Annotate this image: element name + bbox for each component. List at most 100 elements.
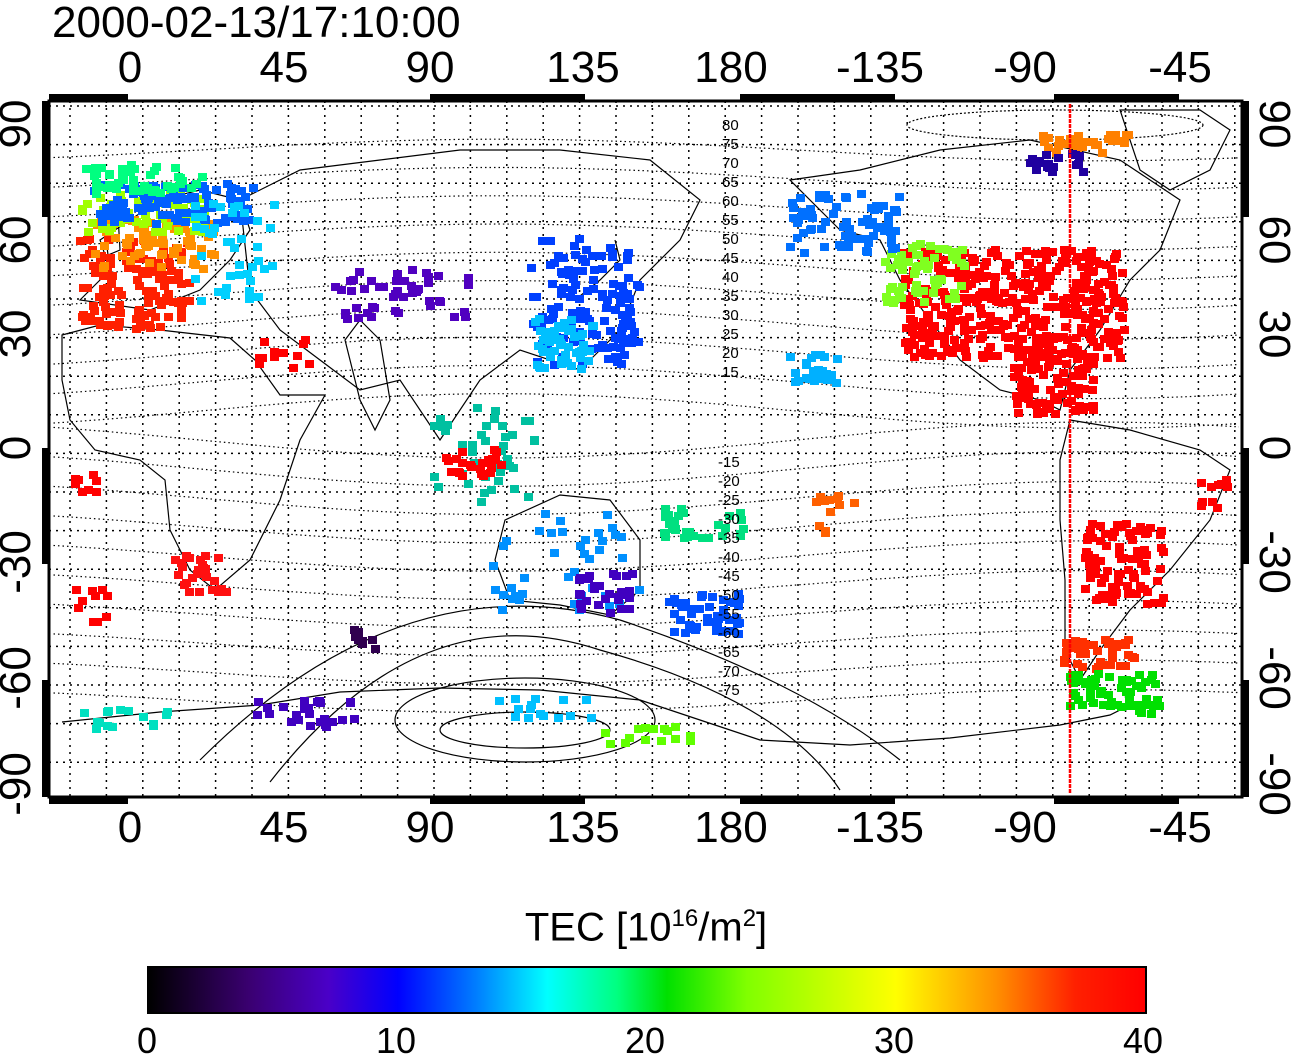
tec-cell: [536, 710, 545, 718]
tec-cell: [1024, 282, 1033, 290]
tec-cell: [78, 488, 87, 496]
tec-cell: [170, 201, 179, 209]
tec-cell: [1083, 357, 1092, 365]
tec-cell: [676, 616, 685, 624]
tec-cell: [1041, 316, 1050, 324]
tec-cell: [821, 218, 830, 226]
tec-cell: [1137, 560, 1146, 568]
contour-label: -25: [718, 492, 740, 509]
tec-cell: [1156, 565, 1165, 573]
tec-cell: [1030, 385, 1039, 393]
tec-cell: [511, 713, 520, 721]
tec-cell: [897, 294, 906, 302]
tec-cell: [102, 204, 111, 212]
tec-cell: [1110, 299, 1119, 307]
tec-cell: [1027, 366, 1036, 374]
tec-cell: [197, 245, 206, 253]
tec-cell: [604, 355, 613, 363]
lon-tick-top: 135: [546, 43, 620, 92]
tec-cell: [903, 300, 912, 308]
tec-cell: [1032, 336, 1041, 344]
tec-cell: [320, 715, 329, 723]
tec-cell: [103, 592, 112, 600]
tec-cell: [931, 332, 940, 340]
tec-cell: [1014, 409, 1023, 417]
tec-cell: [524, 493, 533, 501]
tec-cell: [270, 201, 279, 209]
lon-tick-top: -45: [1148, 43, 1212, 92]
tec-cell: [1021, 307, 1030, 315]
tec-cell: [794, 377, 803, 385]
tec-cell: [1023, 377, 1032, 385]
tec-cell: [460, 308, 469, 316]
tec-cell: [886, 264, 895, 272]
tec-cell: [1124, 566, 1133, 574]
tec-cell: [663, 727, 672, 735]
tec-cell: [210, 224, 219, 232]
tec-cell: [575, 295, 584, 303]
tec-cell: [547, 529, 556, 537]
tec-cell: [399, 293, 408, 301]
tec-cell: [945, 295, 954, 303]
tec-cell: [198, 213, 207, 221]
tec-cell: [305, 710, 314, 718]
tec-cell: [508, 595, 517, 603]
tec-cell: [786, 243, 795, 251]
tec-cell: [156, 189, 165, 197]
tec-cell: [567, 362, 576, 370]
tec-cell: [145, 259, 154, 267]
tec-cell: [116, 191, 125, 199]
tec-cell: [980, 262, 989, 270]
tec-cell: [1114, 348, 1123, 356]
tec-cell: [464, 480, 473, 488]
tec-cell: [1087, 247, 1096, 255]
tec-cell: [1097, 579, 1106, 587]
tec-cell: [498, 606, 507, 614]
tec-cell: [1140, 546, 1149, 554]
tec-cell: [1012, 299, 1021, 307]
tec-cell: [1208, 498, 1217, 506]
tec-cell: [960, 319, 969, 327]
tec-cell: [228, 209, 237, 217]
tec-cell: [585, 347, 594, 355]
tec-cell: [872, 202, 881, 210]
lon-tick-bottom: 45: [259, 803, 309, 852]
tec-cell: [1074, 384, 1083, 392]
tec-cell: [209, 200, 218, 208]
tec-cell: [844, 243, 853, 251]
tec-cell: [426, 302, 435, 310]
tec-cell: [583, 287, 592, 295]
tec-cell: [1133, 701, 1142, 709]
tec-cell: [266, 224, 275, 232]
tec-cell: [132, 265, 141, 273]
tec-cell: [825, 496, 834, 504]
tec-cell: [965, 313, 974, 321]
tec-cell: [249, 184, 258, 192]
tec-cell: [1118, 269, 1127, 277]
tec-cell: [151, 228, 160, 236]
tec-cell: [548, 280, 557, 288]
tec-cell: [1077, 324, 1086, 332]
tec-cell: [92, 477, 101, 485]
tec-cell: [1022, 247, 1031, 255]
tec-cell: [1080, 385, 1089, 393]
tec-cell: [1075, 152, 1084, 160]
tec-cell: [174, 571, 183, 579]
tec-cell: [1107, 265, 1116, 273]
tec-cell: [1108, 654, 1117, 662]
tec-cell: [92, 170, 101, 178]
tec-cell: [617, 605, 626, 613]
tec-cell: [556, 517, 565, 525]
tec-cell: [230, 244, 239, 252]
tec-cell: [110, 218, 119, 226]
tec-cell: [270, 348, 279, 356]
tec-cell: [1113, 521, 1122, 529]
tec-cell: [568, 286, 577, 294]
tec-cell: [176, 180, 185, 188]
tec-cell: [810, 377, 819, 385]
tec-cell: [96, 321, 105, 329]
tec-cell: [79, 284, 88, 292]
contour-label: -35: [718, 530, 740, 547]
tec-cell: [670, 610, 679, 618]
tec-cell: [1111, 131, 1120, 139]
